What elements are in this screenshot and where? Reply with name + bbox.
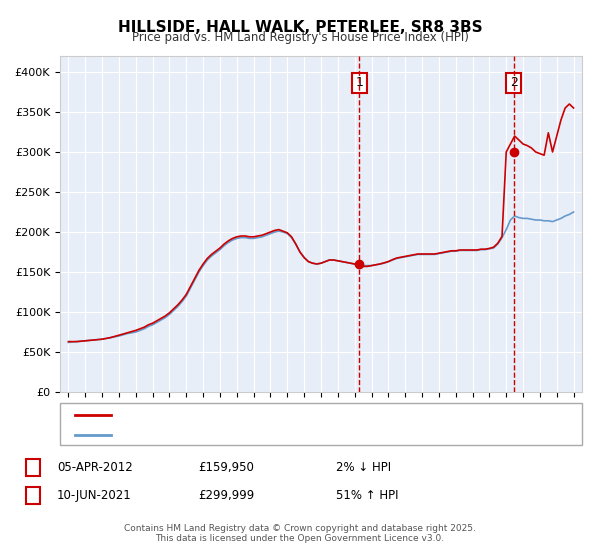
Text: 2% ↓ HPI: 2% ↓ HPI (336, 461, 391, 474)
Text: HILLSIDE, HALL WALK, PETERLEE, SR8 3BS (detached house): HILLSIDE, HALL WALK, PETERLEE, SR8 3BS (… (117, 410, 415, 420)
Text: £159,950: £159,950 (198, 461, 254, 474)
Text: Contains HM Land Registry data © Crown copyright and database right 2025.
This d: Contains HM Land Registry data © Crown c… (124, 524, 476, 543)
Text: 1: 1 (355, 76, 363, 90)
Text: Price paid vs. HM Land Registry's House Price Index (HPI): Price paid vs. HM Land Registry's House … (131, 31, 469, 44)
Text: 51% ↑ HPI: 51% ↑ HPI (336, 489, 398, 502)
Text: 1: 1 (29, 461, 37, 474)
Text: 2: 2 (29, 489, 37, 502)
Text: 05-APR-2012: 05-APR-2012 (57, 461, 133, 474)
Text: 2: 2 (509, 76, 518, 90)
Text: 10-JUN-2021: 10-JUN-2021 (57, 489, 132, 502)
Text: £299,999: £299,999 (198, 489, 254, 502)
Text: HILLSIDE, HALL WALK, PETERLEE, SR8 3BS: HILLSIDE, HALL WALK, PETERLEE, SR8 3BS (118, 20, 482, 35)
Text: HPI: Average price, detached house, County Durham: HPI: Average price, detached house, Coun… (117, 430, 375, 440)
